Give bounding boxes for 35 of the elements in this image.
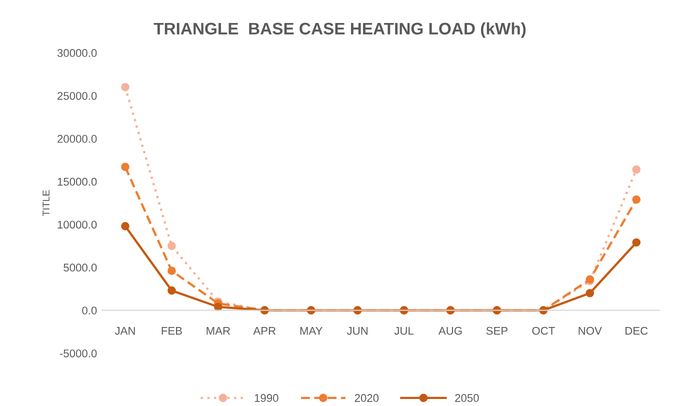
point [121, 222, 130, 230]
x-tick-label: OCT [532, 326, 555, 335]
point [168, 242, 176, 250]
point [632, 165, 641, 174]
y-tick-label: 20000.0 [58, 134, 97, 143]
x-tick-label: NOV [578, 326, 602, 335]
x-tick-label: APR [253, 326, 276, 335]
point [632, 238, 641, 247]
point [586, 288, 594, 298]
point [168, 286, 176, 295]
y-tick-label: 0.0 [82, 306, 97, 314]
point [168, 266, 176, 275]
y-tick-label: 5000.0 [64, 264, 97, 272]
x-tick-label: MAR [206, 326, 230, 335]
y-tick-label: 10000.0 [58, 220, 97, 229]
legend-label: 1990 [254, 394, 278, 402]
y-tick-label: 25000.0 [58, 92, 97, 100]
x-tick-label: DEC [626, 326, 648, 335]
y-tick-label: 30000.0 [57, 49, 97, 57]
x-tick-label: SEP [486, 326, 508, 335]
x-tick-label: FEB [162, 326, 182, 335]
y-axis-title: TITLE [42, 190, 50, 216]
legend-label: 2020 [354, 394, 379, 402]
x-tick-label: JUN [346, 326, 368, 335]
x-tick-label: JAN [114, 326, 135, 335]
point [121, 82, 130, 92]
chart-title: TRIANGLE BASE CASE HEATING LOAD (kWh) [154, 22, 526, 38]
x-tick-label: JUL [394, 326, 414, 335]
legend-label: 2050 [455, 394, 479, 402]
y-tick-label: -5000.0 [60, 349, 97, 358]
y-tick-label: 15000.0 [58, 178, 97, 186]
point [121, 162, 130, 172]
x-tick-label: MAY [300, 326, 322, 335]
x-tick-label: AUG [438, 326, 462, 335]
point [632, 195, 641, 204]
